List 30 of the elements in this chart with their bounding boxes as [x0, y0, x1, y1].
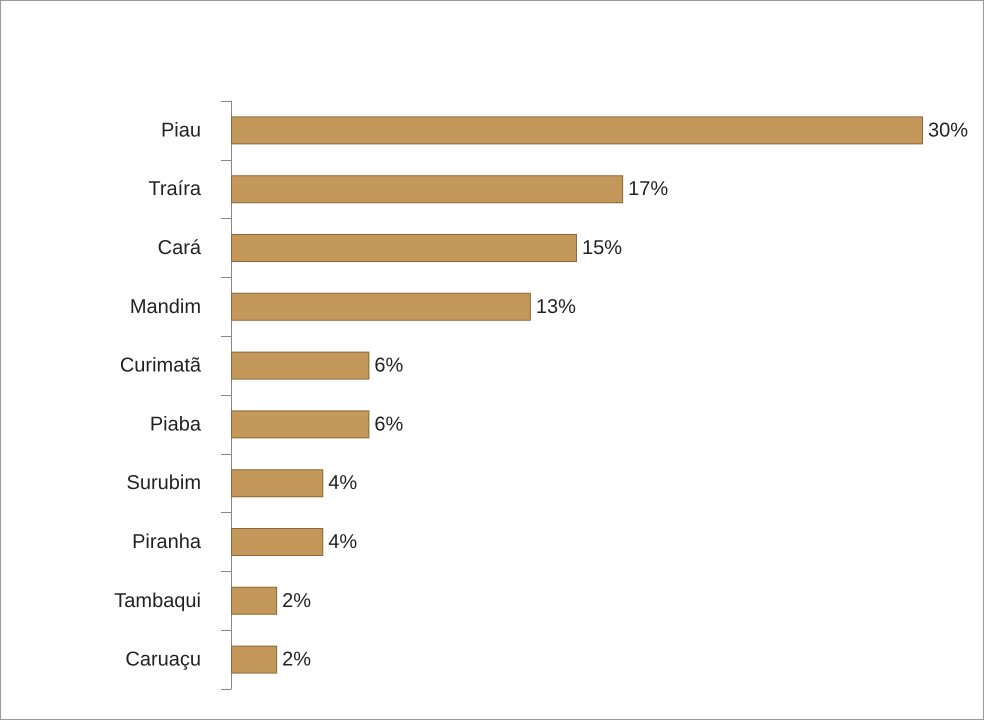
bar — [231, 292, 531, 321]
bar — [231, 646, 278, 674]
data-label: 17% — [628, 178, 668, 200]
y-tick-label: Tambaqui — [114, 590, 201, 612]
data-label: 6% — [374, 413, 404, 436]
bar — [231, 528, 324, 556]
data-label: 30% — [928, 119, 968, 142]
bar — [231, 586, 278, 615]
y-tick-label: Traíra — [148, 178, 202, 200]
bar — [231, 116, 923, 144]
y-tick-label: Piau — [160, 119, 201, 142]
y-tick-label: Surubim — [126, 472, 201, 494]
y-tick-label: Piaba — [150, 413, 202, 436]
bar — [231, 175, 624, 204]
y-tick-label: Caruaçu — [125, 648, 201, 671]
y-tick-label: Curimatã — [120, 354, 202, 377]
data-label: 4% — [328, 472, 358, 494]
data-label: 2% — [282, 648, 312, 671]
data-label: 4% — [328, 531, 358, 553]
y-tick-label: Piranha — [132, 531, 202, 553]
y-tick-label: Cará — [158, 237, 202, 259]
bar — [231, 352, 370, 380]
bar — [231, 469, 324, 498]
data-label: 15% — [582, 237, 622, 259]
data-label: 13% — [536, 296, 576, 318]
y-tick-label: Mandim — [130, 296, 201, 318]
data-label: 2% — [282, 590, 312, 612]
bar — [231, 410, 370, 438]
bar — [231, 234, 577, 262]
data-label: 6% — [374, 354, 404, 377]
